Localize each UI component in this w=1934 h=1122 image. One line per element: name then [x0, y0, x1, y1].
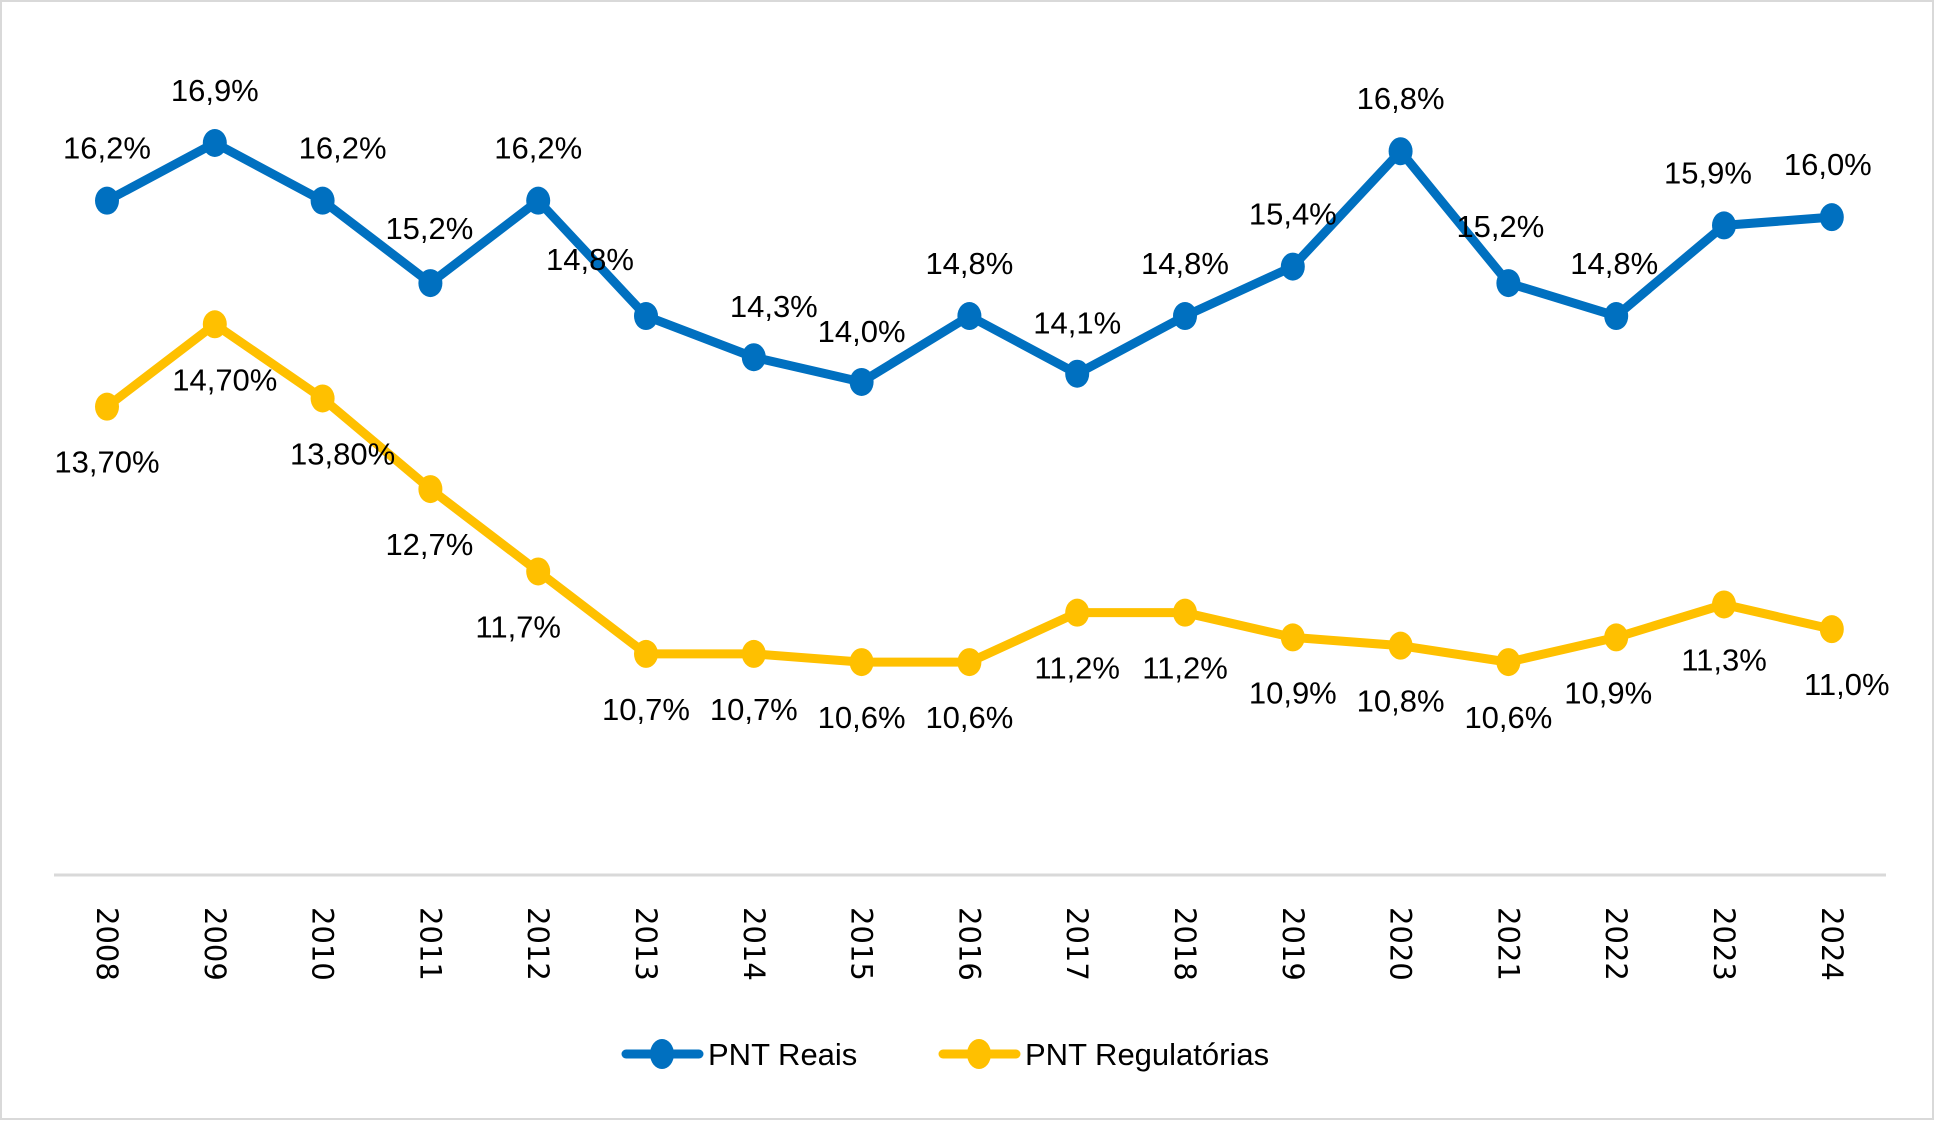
data-label-pnt-reais-2013: 14,8%	[546, 242, 634, 277]
x-tick-label-2011: 2011	[413, 907, 447, 981]
x-tick-label-2019: 2019	[1276, 907, 1310, 981]
x-tick-label-2013: 2013	[629, 907, 663, 981]
x-tick-label-2012: 2012	[521, 907, 555, 981]
legend: PNT Reais PNT Regulatórias	[621, 1037, 1269, 1072]
data-label-pnt-reais-2011: 15,2%	[385, 211, 473, 246]
x-tick-label-2015: 2015	[845, 907, 879, 981]
data-label-pnt-regulatorias-2020: 10,8%	[1357, 684, 1445, 719]
data-point-pnt-reais-2019	[1280, 252, 1305, 281]
x-axis-ticks: 2008 2009 2010 2011 2012 2013 2014 2015 2016 2017…	[90, 907, 1849, 981]
data-point-pnt-regulatorias-2014	[741, 639, 766, 668]
data-point-pnt-reais-2017	[1065, 359, 1090, 388]
x-tick-label-2009: 2009	[198, 907, 232, 981]
data-label-pnt-regulatorias-2014: 10,7%	[710, 692, 798, 727]
data-point-pnt-reais-2016	[957, 302, 982, 331]
data-point-pnt-reais-2008	[95, 186, 119, 215]
data-point-pnt-regulatorias-2011	[418, 475, 443, 504]
data-label-pnt-reais-2021: 15,2%	[1456, 209, 1544, 244]
data-label-pnt-regulatorias-2018: 11,2%	[1142, 651, 1228, 686]
data-point-pnt-regulatorias-2018	[1173, 598, 1197, 627]
data-point-pnt-regulatorias-2009	[202, 310, 227, 339]
data-label-pnt-regulatorias-2010: 13,80%	[290, 436, 395, 471]
data-point-pnt-regulatorias-2019	[1280, 623, 1305, 652]
data-label-pnt-reais-2018: 14,8%	[1141, 246, 1229, 281]
data-point-pnt-regulatorias-2021	[1496, 648, 1521, 677]
data-label-pnt-regulatorias-2023: 11,3%	[1681, 642, 1767, 677]
data-point-pnt-regulatorias-2008	[95, 392, 119, 421]
legend-label: PNT Regulatórias	[1025, 1037, 1269, 1072]
x-tick-label-2024: 2024	[1815, 907, 1849, 981]
data-label-pnt-regulatorias-2012: 11,7%	[475, 609, 561, 644]
data-label-pnt-reais-2008: 16,2%	[63, 131, 151, 166]
x-tick-label-2022: 2022	[1599, 907, 1633, 981]
data-point-pnt-reais-2014	[741, 343, 766, 372]
legend-item-pnt-reais: PNT Reais	[621, 1037, 857, 1072]
x-tick-label-2020: 2020	[1384, 907, 1418, 981]
data-point-pnt-reais-2011	[418, 269, 443, 298]
data-label-pnt-regulatorias-2013: 10,7%	[602, 692, 690, 727]
data-point-pnt-reais-2018	[1173, 302, 1197, 331]
data-label-pnt-regulatorias-2017: 11,2%	[1034, 651, 1120, 686]
legend-swatch-marker	[650, 1039, 674, 1069]
data-label-pnt-regulatorias-2021: 10,6%	[1464, 700, 1552, 735]
data-label-pnt-regulatorias-2015: 10,6%	[818, 700, 906, 735]
data-label-pnt-reais-2017: 14,1%	[1033, 306, 1121, 341]
data-point-pnt-regulatorias-2022	[1604, 623, 1629, 652]
data-point-pnt-reais-2024	[1819, 203, 1844, 232]
data-label-pnt-regulatorias-2008: 13,70%	[54, 445, 159, 480]
legend-label: PNT Reais	[708, 1037, 857, 1072]
data-point-pnt-regulatorias-2015	[849, 648, 874, 677]
x-tick-label-2017: 2017	[1060, 907, 1094, 981]
data-label-pnt-reais-2024: 16,0%	[1784, 147, 1872, 182]
data-point-pnt-regulatorias-2023	[1712, 590, 1736, 619]
legend-swatch-marker	[967, 1039, 991, 1069]
data-label-pnt-reais-2020: 16,8%	[1357, 81, 1445, 116]
data-label-pnt-reais-2009: 16,9%	[171, 73, 259, 108]
data-point-pnt-reais-2013	[634, 302, 658, 331]
x-tick-label-2023: 2023	[1707, 907, 1741, 981]
data-label-pnt-regulatorias-2019: 10,9%	[1249, 675, 1337, 710]
data-label-pnt-regulatorias-2011: 12,7%	[385, 527, 473, 562]
data-label-pnt-regulatorias-2024: 11,0%	[1804, 667, 1890, 702]
data-point-pnt-regulatorias-2020	[1388, 631, 1413, 660]
x-tick-label-2018: 2018	[1168, 907, 1202, 981]
series-layer	[95, 129, 1844, 677]
data-label-pnt-reais-2022: 14,8%	[1570, 246, 1658, 281]
data-label-pnt-reais-2019: 15,4%	[1249, 197, 1337, 232]
data-point-pnt-regulatorias-2016	[957, 648, 982, 677]
data-point-pnt-regulatorias-2010	[310, 384, 335, 413]
data-point-pnt-reais-2015	[849, 367, 874, 396]
x-tick-label-2008: 2008	[90, 907, 124, 981]
data-point-pnt-reais-2009	[202, 129, 227, 157]
data-point-pnt-reais-2021	[1496, 269, 1521, 298]
data-point-pnt-reais-2023	[1712, 211, 1736, 240]
data-label-pnt-reais-2014: 14,3%	[730, 289, 818, 324]
data-label-pnt-reais-2012: 16,2%	[494, 131, 582, 166]
data-point-pnt-regulatorias-2017	[1065, 598, 1090, 627]
data-point-pnt-regulatorias-2012	[526, 557, 551, 586]
x-tick-label-2016: 2016	[952, 907, 986, 981]
data-label-pnt-reais-2010: 16,2%	[299, 131, 387, 166]
data-label-pnt-regulatorias-2009: 14,70%	[172, 362, 277, 397]
data-point-pnt-reais-2020	[1388, 137, 1413, 166]
data-label-pnt-regulatorias-2016: 10,6%	[925, 700, 1013, 735]
x-tick-label-2014: 2014	[737, 907, 771, 981]
x-tick-label-2021: 2021	[1491, 907, 1525, 981]
data-point-pnt-regulatorias-2024	[1819, 615, 1844, 644]
data-point-pnt-reais-2012	[526, 186, 551, 215]
data-point-pnt-reais-2022	[1604, 302, 1629, 331]
data-label-pnt-reais-2023: 15,9%	[1664, 155, 1752, 190]
x-tick-label-2010: 2010	[306, 907, 340, 981]
data-label-pnt-reais-2015: 14,0%	[818, 314, 906, 349]
series-line-pnt-regulatorias	[104, 319, 1833, 667]
data-label-pnt-regulatorias-2022: 10,9%	[1564, 675, 1652, 710]
data-labels: 16,2% 16,9% 16,2% 15,2% 16,2% 14,8% 14,3%14,0%…	[54, 73, 1889, 735]
legend-item-pnt-regulatorias: PNT Regulatórias	[938, 1037, 1269, 1072]
data-point-pnt-regulatorias-2013	[634, 639, 658, 668]
data-point-pnt-reais-2010	[310, 186, 335, 215]
data-label-pnt-reais-2016: 14,8%	[925, 246, 1013, 281]
